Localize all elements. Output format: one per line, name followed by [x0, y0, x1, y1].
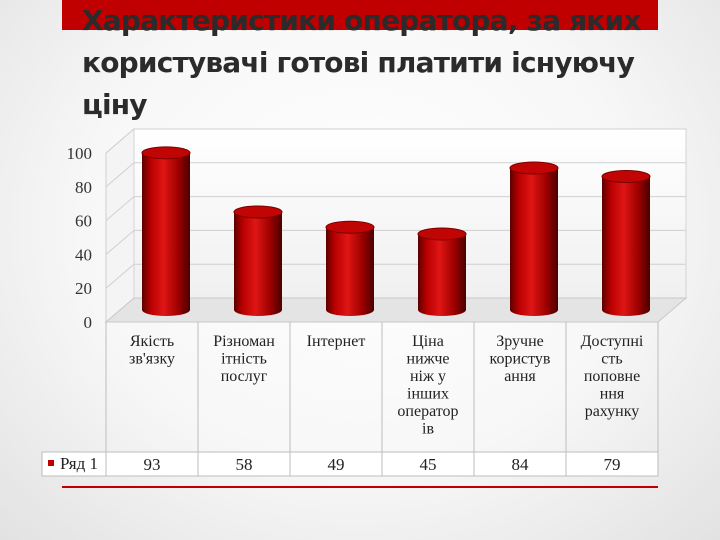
- gridline: [105, 128, 686, 154]
- category-label: Доступні сть поповне ння рахунку: [581, 333, 644, 420]
- data-value-label: 58: [236, 455, 253, 474]
- bar-top: [325, 220, 375, 234]
- bar-body: [142, 152, 190, 316]
- data-value-label: 49: [328, 455, 345, 474]
- bar-body: [326, 227, 374, 316]
- bar-top: [509, 161, 559, 175]
- y-tick-label: 80: [75, 178, 92, 197]
- plot-area: 0 20 40 60 80 100: [67, 127, 688, 332]
- gridline: [105, 263, 686, 289]
- floor: [104, 297, 688, 323]
- data-value-label: 84: [512, 455, 530, 474]
- gridline: [105, 196, 686, 221]
- gridline: [105, 162, 686, 188]
- bar: [601, 169, 651, 316]
- gridline: [105, 229, 686, 255]
- category-label: Інтернет: [307, 333, 366, 350]
- data-value-label: 93: [144, 455, 161, 474]
- side-wall: [105, 127, 135, 324]
- data-value-label: 45: [420, 455, 437, 474]
- bar-top: [233, 205, 283, 219]
- bar: [325, 220, 375, 316]
- legend-label: Ряд 1: [60, 454, 98, 473]
- bar: [417, 227, 467, 316]
- category-label: Ціна нижче ніж у інших оператор ів: [397, 333, 458, 438]
- bar-body: [234, 211, 282, 316]
- slide-title: Характеристики оператора, за яких корист…: [82, 4, 641, 121]
- y-tick-label: 60: [75, 212, 92, 231]
- category-label: Зручне користув ання: [490, 333, 551, 385]
- bar-body: [418, 233, 466, 316]
- data-table: Якість зв'язку Різноман ітність послуг Інтерн…: [41, 322, 659, 477]
- bar-body: [510, 168, 558, 316]
- y-tick-label: 20: [75, 279, 92, 298]
- y-tick-label: 100: [67, 144, 93, 163]
- bar-top: [601, 169, 651, 183]
- category-label: Якість зв'язку: [129, 333, 175, 368]
- data-value-label: 79: [604, 455, 621, 474]
- bar-top: [417, 227, 467, 241]
- bar-top: [141, 146, 191, 160]
- bar: [141, 146, 191, 316]
- y-tick-label: 40: [75, 245, 92, 264]
- bar: [509, 161, 559, 316]
- title-accent-bar: [62, 0, 658, 30]
- y-tick-label: 0: [84, 313, 93, 332]
- back-wall: [133, 128, 687, 299]
- bar-body: [602, 176, 650, 316]
- bar: [233, 205, 283, 316]
- legend-swatch: [48, 460, 54, 466]
- category-label: Різноман ітність послуг: [213, 333, 275, 385]
- bottom-accent-line: [62, 486, 658, 488]
